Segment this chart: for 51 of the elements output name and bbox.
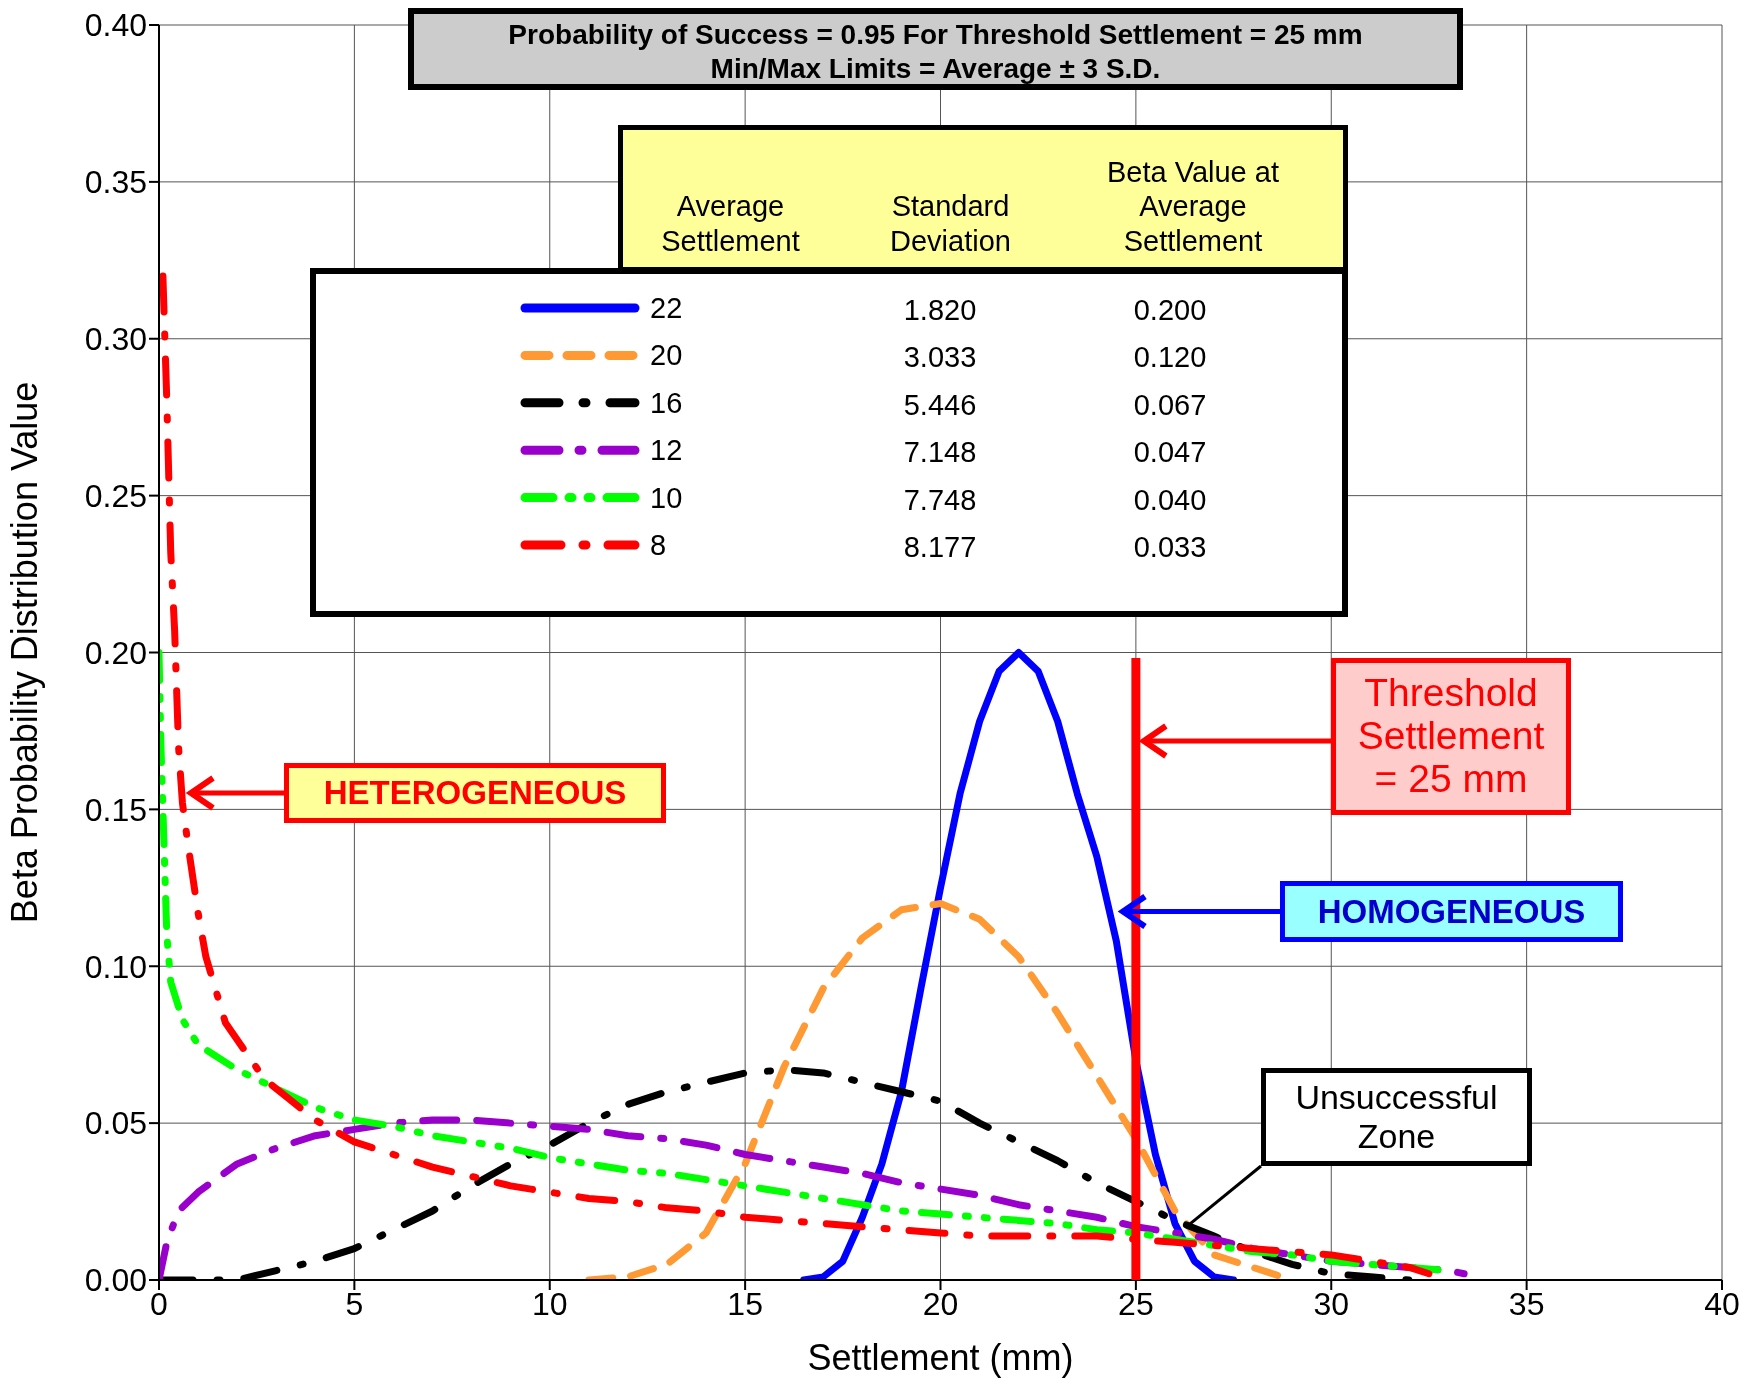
annotation: 7.748 [902, 483, 978, 517]
y-tick-label: 0.30 [84, 321, 147, 358]
label-box: HETEROGENEOUS [284, 763, 666, 823]
ref-line-label: Threshold Settlement = 25 mm [1356, 671, 1546, 801]
annotation: 7.148 [902, 436, 978, 470]
x-tick-label: 25 [1118, 1285, 1154, 1322]
annotation: HETEROGENEOUS [323, 774, 627, 812]
legend-label: 16 [650, 386, 683, 419]
y-tick-label: 0.35 [84, 164, 147, 201]
x-tick-label: 35 [1508, 1285, 1545, 1322]
x-tick-label: 5 [345, 1285, 364, 1322]
title-box: Probability of Success = 0.95 For Threshold Settlement = 25 mm Min/Max Limits = Average ± 3 S.D. [408, 8, 1463, 90]
annotation: Beta Value at Average Settlement [1106, 154, 1280, 259]
x-tick-label: 15 [727, 1285, 763, 1322]
annotation: HOMOGENEOUS [1317, 892, 1586, 931]
x-tick-label: 0 [150, 1285, 168, 1322]
legend-label: 22 [650, 292, 683, 324]
annotation: 0.047 [1132, 436, 1208, 470]
annotation: 0.200 [1132, 294, 1208, 327]
legend-label: 20 [650, 339, 683, 372]
y-axis-title: Beta Probability Distribution Value [3, 381, 45, 924]
legend-label: 8 [650, 529, 667, 561]
label-box: HOMOGENEOUS [1280, 881, 1623, 942]
chart-title: Probability of Success = 0.95 For Threshold Settlement = 25 mm [507, 18, 1364, 52]
y-tick-label: 0.20 [84, 634, 147, 671]
annotation: Average Settlement [660, 189, 801, 259]
legend-label: 10 [650, 481, 683, 514]
annotation: 5.446 [902, 388, 978, 422]
y-tick-label: 0.00 [84, 1262, 147, 1299]
label-box: Threshold Settlement = 25 mm [1331, 658, 1571, 815]
y-tick-label: 0.15 [84, 791, 147, 828]
x-tick-label: 40 [1704, 1285, 1740, 1322]
annotation: 0.067 [1132, 388, 1208, 422]
annotation: Standard Deviation [889, 189, 1012, 259]
annotation: 0.120 [1132, 341, 1208, 375]
x-tick-label: 10 [531, 1285, 568, 1322]
legend-label: 12 [650, 434, 683, 467]
y-tick-label: 0.05 [84, 1105, 147, 1142]
x-tick-label: 30 [1313, 1285, 1350, 1322]
y-tick-label: 0.40 [84, 7, 147, 44]
y-tick-label: 0.10 [84, 948, 147, 985]
annotation: Unsuccessful Zone [1294, 1077, 1499, 1157]
annotation: 0.033 [1132, 531, 1208, 564]
y-tick-label: 0.25 [84, 477, 147, 514]
annotation: 0.040 [1132, 483, 1208, 517]
x-tick-label: 20 [922, 1285, 959, 1322]
x-axis-title: Settlement (mm) [807, 1337, 1074, 1378]
annotation: 3.033 [902, 341, 978, 375]
annotation: 1.820 [902, 294, 978, 327]
annotation: 8.177 [902, 531, 978, 564]
label-box: Unsuccessful Zone [1261, 1068, 1532, 1166]
